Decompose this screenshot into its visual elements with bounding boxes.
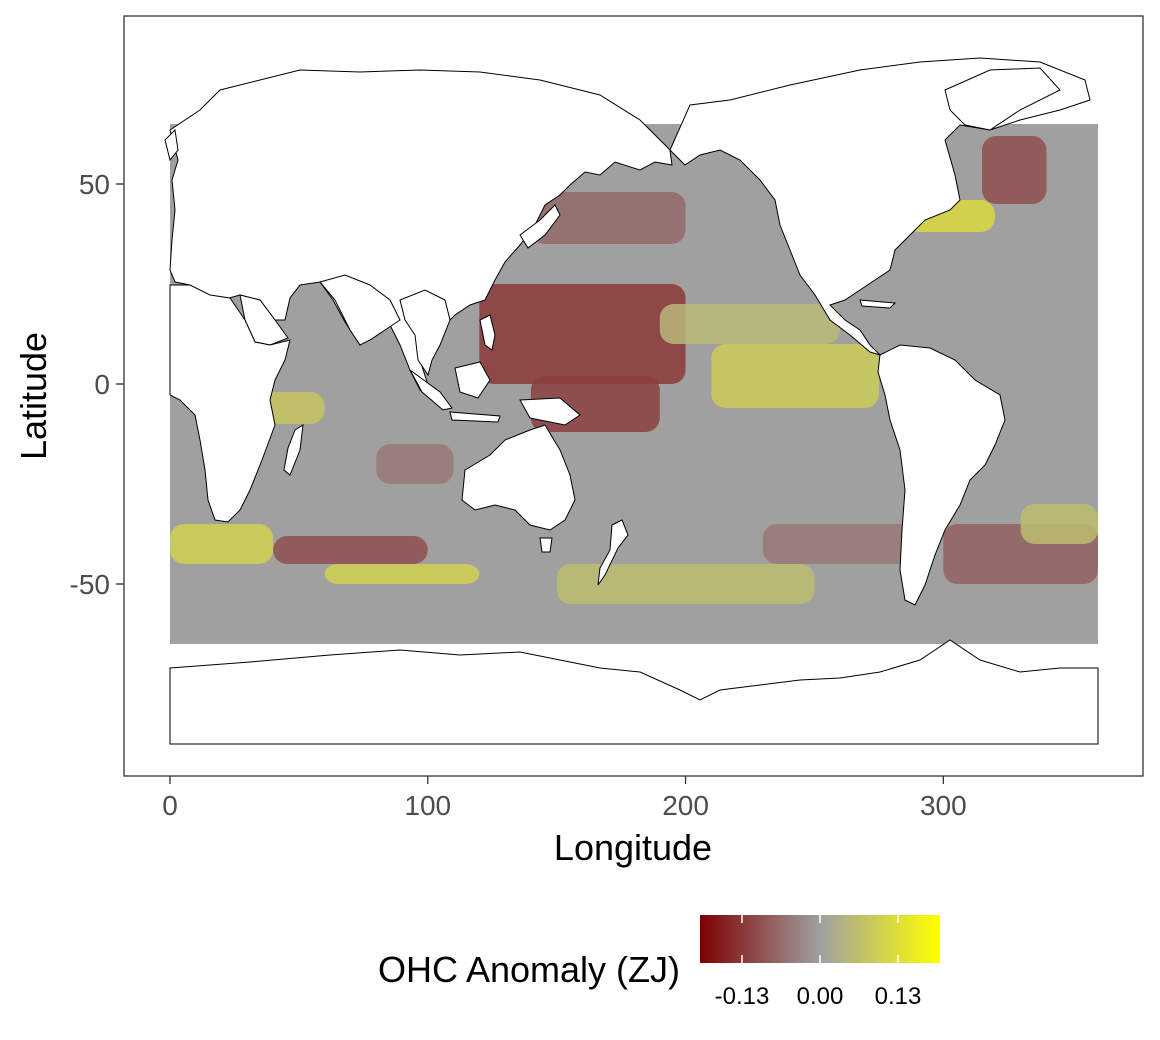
- india-landmass: [319, 274, 401, 346]
- japan-landmass: [519, 204, 561, 249]
- heatmap-cell: [762, 524, 918, 564]
- heatmap-cell: [273, 536, 428, 564]
- x-tick-label: 300: [920, 790, 967, 821]
- continent-outlines: [164, 57, 1099, 745]
- antarctica-landmass: [169, 639, 1099, 745]
- heatmap-cell: [556, 564, 815, 604]
- north-america-landmass: [669, 57, 1091, 356]
- indochina-landmass: [399, 289, 451, 377]
- y-tick-label: -50: [70, 569, 110, 600]
- x-tick-label: 0: [162, 790, 178, 821]
- legend-tick-label: 0.13: [875, 983, 922, 1010]
- legend: OHC Anomaly (ZJ) -0.13 0.00 0.13: [378, 915, 940, 1010]
- heatmap-cell: [1020, 504, 1098, 544]
- y-tick-label: 0: [94, 369, 110, 400]
- x-axis: 0 100 200 300: [162, 776, 967, 821]
- legend-ticks: -0.13 0.00 0.13: [715, 915, 922, 1010]
- newguinea-landmass: [519, 397, 581, 426]
- south-america-landmass: [877, 344, 1006, 606]
- sumatra-landmass: [409, 369, 453, 411]
- heatmap-cell: [170, 524, 274, 564]
- legend-title: OHC Anomaly (ZJ): [378, 949, 680, 990]
- x-axis-title: Longitude: [554, 827, 712, 868]
- heatmap-cell: [982, 136, 1047, 204]
- heatmap-cell: [324, 564, 480, 584]
- heatmap-cell: [530, 192, 686, 244]
- britain-landmass: [164, 128, 179, 162]
- heatmap-cell: [711, 344, 879, 408]
- borneo-landmass: [454, 361, 491, 399]
- y-axis-title: Latitude: [13, 332, 54, 460]
- x-tick-label: 100: [404, 790, 451, 821]
- cuba-landmass: [859, 299, 897, 309]
- x-tick-label: 200: [662, 790, 709, 821]
- philippines-landmass: [479, 314, 496, 351]
- legend-tick-label: 0.00: [797, 983, 844, 1010]
- legend-tick-label: -0.13: [715, 983, 770, 1010]
- greenland-landmass: [944, 67, 1061, 131]
- heatmap-cell: [479, 284, 686, 384]
- africa-landmass: [169, 284, 291, 523]
- australia-landmass: [461, 424, 576, 531]
- y-tick-label: 50: [79, 169, 110, 200]
- tasmania-landmass: [539, 537, 553, 553]
- madagascar-landmass: [283, 424, 304, 476]
- java-landmass: [449, 411, 501, 423]
- heatmap-cell: [376, 444, 454, 484]
- y-axis: 50 0 -50: [70, 169, 124, 600]
- newzealand-landmass: [597, 519, 629, 586]
- heatmap-cell: [659, 304, 841, 344]
